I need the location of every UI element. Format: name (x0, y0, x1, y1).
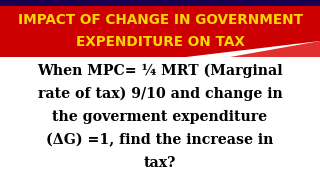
Text: tax?: tax? (144, 156, 176, 170)
Text: EXPENDITURE ON TAX: EXPENDITURE ON TAX (76, 35, 244, 49)
Polygon shape (230, 40, 320, 57)
Bar (0, 6, 320, 57)
Text: (ΔG) =1, find the increase in: (ΔG) =1, find the increase in (46, 133, 274, 147)
Polygon shape (186, 40, 320, 57)
Text: When MPC= ¼ MRT (Marginal: When MPC= ¼ MRT (Marginal (37, 64, 283, 78)
Text: the goverment expenditure: the goverment expenditure (52, 110, 268, 124)
Text: IMPACT OF CHANGE IN GOVERNMENT: IMPACT OF CHANGE IN GOVERNMENT (18, 14, 302, 27)
Bar (0, 0, 320, 6)
Bar (0, 57, 320, 180)
Text: rate of tax) 9/10 and change in: rate of tax) 9/10 and change in (38, 87, 282, 101)
